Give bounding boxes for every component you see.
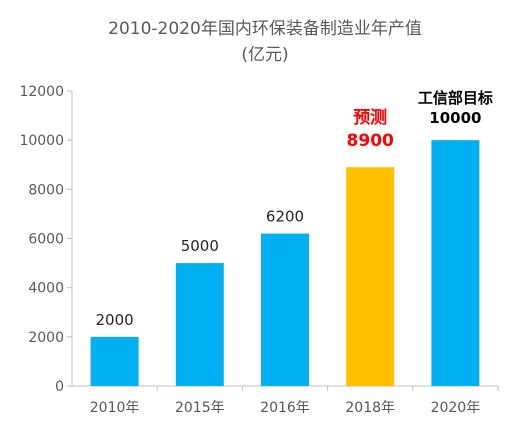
- data-label: 6200: [266, 208, 304, 226]
- target-annotation-value: 10000: [429, 109, 481, 127]
- data-labels: 2000 5000 6200: [96, 208, 305, 329]
- x-axis: 2010年 2015年 2016年 2018年 2020年: [72, 385, 499, 416]
- chart-title-line2: (亿元): [241, 45, 288, 65]
- x-tick-label: 2015年: [175, 400, 225, 416]
- bars: [90, 140, 480, 386]
- chart-title-line1: 2010-2020年国内环保装备制造业年产值: [108, 19, 422, 39]
- y-tick-label: 4000: [28, 281, 64, 297]
- x-tick-label: 2010年: [90, 400, 140, 416]
- forecast-annotation-label: 预测: [353, 107, 387, 128]
- y-tick-label: 10000: [19, 133, 64, 149]
- data-label: 2000: [96, 311, 134, 329]
- data-label: 5000: [181, 237, 219, 255]
- bar: [261, 233, 309, 386]
- y-tick-label: 6000: [28, 232, 64, 248]
- target-annotation-label: 工信部目标: [418, 89, 493, 107]
- bar: [175, 263, 224, 386]
- y-axis: 0 2000 4000 6000 8000 10000 12000: [19, 84, 73, 395]
- bar: [431, 140, 480, 386]
- forecast-annotation-value: 8900: [347, 131, 394, 151]
- y-tick-label: 0: [55, 379, 64, 395]
- y-tick-label: 12000: [19, 84, 64, 100]
- y-tick-label: 8000: [28, 182, 64, 198]
- x-tick-label: 2018年: [345, 400, 395, 416]
- x-tick-label: 2020年: [431, 400, 481, 416]
- bar: [346, 167, 395, 386]
- y-tick-label: 2000: [28, 330, 64, 346]
- x-tick-label: 2016年: [260, 400, 310, 416]
- bar: [90, 336, 139, 386]
